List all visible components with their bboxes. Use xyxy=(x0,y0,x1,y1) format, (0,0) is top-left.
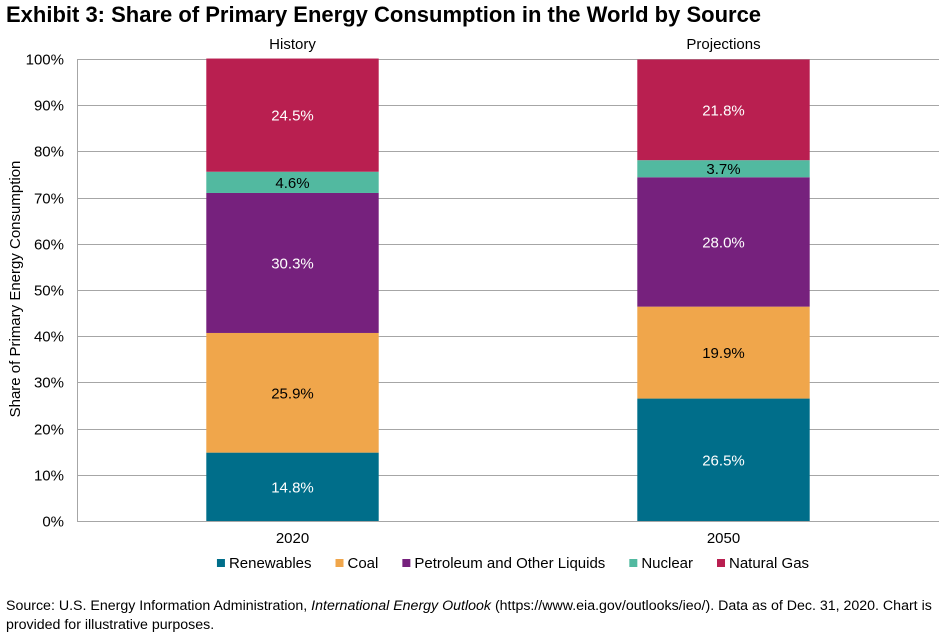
legend: Renewables Coal Petroleum and Other Liquid… xyxy=(216,555,809,572)
y-tick-label: 80% xyxy=(34,144,64,161)
legend-label: Petroleum and Other Liquids xyxy=(414,555,605,572)
y-tick-label: 50% xyxy=(34,283,64,300)
bar-segment-natural-gas-2050 xyxy=(637,59,810,161)
legend-swatch xyxy=(402,559,411,567)
y-axis-label: Share of Primary Energy Consumption xyxy=(7,161,24,418)
bar-segment-petroleum-and-other-liquids-2020 xyxy=(206,192,379,333)
legend-label: Coal xyxy=(348,555,379,572)
source-suffix: (https://www.eia.gov/outlooks/ieo/). Dat… xyxy=(6,598,932,633)
x-tick-labels: 2020 2050 xyxy=(276,530,740,547)
bar-segment-nuclear-2020 xyxy=(206,171,379,193)
bars: 14.8% 25.9% 30.3% 4.6% 24.5% 26.5% 19.9% 28.0% 3… xyxy=(206,58,810,521)
legend-swatch xyxy=(216,559,225,567)
legend-label: Nuclear xyxy=(641,555,693,572)
data-label: 26.5% xyxy=(702,452,745,469)
source-prefix: Source: U.S. Energy Information Administ… xyxy=(6,598,312,614)
data-label: 14.8% xyxy=(271,479,314,496)
data-label: 30.3% xyxy=(271,255,314,272)
y-tick-label: 90% xyxy=(34,98,64,115)
y-tick-label: 100% xyxy=(26,52,64,69)
bar-segment-renewables-2020 xyxy=(206,452,379,521)
legend-item-nuclear: Nuclear xyxy=(629,555,693,572)
bar-segment-nuclear-2050 xyxy=(637,160,810,178)
data-label: 19.9% xyxy=(702,345,745,362)
bar-segment-coal-2050 xyxy=(637,306,810,399)
legend-item-petroleum-and-other-liquids: Petroleum and Other Liquids xyxy=(402,555,605,572)
x-tick-label: 2020 xyxy=(276,530,309,547)
y-tick-label: 70% xyxy=(34,191,64,208)
bar-segment-renewables-2050 xyxy=(637,398,810,521)
y-tick-label: 0% xyxy=(42,514,64,531)
legend-label: Natural Gas xyxy=(729,555,809,572)
bar-segment-petroleum-and-other-liquids-2050 xyxy=(637,177,810,307)
y-tick-labels: 0% 10% 20% 30% 40% 50% 60% 70% 80% 90% 100% xyxy=(26,52,64,531)
source-note: Source: U.S. Energy Information Administ… xyxy=(6,597,936,635)
stacked-bar-chart: 14.8% 25.9% 30.3% 4.6% 24.5% 26.5% 19.9% 28.0% 3… xyxy=(7,36,939,572)
group-label: History xyxy=(269,36,316,53)
chart-title: Exhibit 3: Share of Primary Energy Consu… xyxy=(6,2,762,27)
bar-segment-natural-gas-2020 xyxy=(206,58,379,172)
data-label: 25.9% xyxy=(271,385,314,402)
legend-item-coal: Coal xyxy=(335,555,379,572)
source-publication: International Energy Outlook xyxy=(311,598,491,614)
data-label: 4.6% xyxy=(275,175,309,192)
bar-segment-coal-2020 xyxy=(206,332,379,453)
y-tick-label: 10% xyxy=(34,468,64,485)
y-tick-label: 60% xyxy=(34,237,64,254)
data-label: 24.5% xyxy=(271,108,314,125)
group-label: Projections xyxy=(686,36,760,53)
y-tick-label: 30% xyxy=(34,375,64,392)
y-tick-label: 20% xyxy=(34,422,64,439)
legend-label: Renewables xyxy=(229,555,312,572)
axes xyxy=(77,59,939,522)
legend-item-natural-gas: Natural Gas xyxy=(717,555,809,572)
legend-swatch xyxy=(335,559,344,567)
legend-swatch xyxy=(629,559,638,567)
legend-swatch xyxy=(717,559,726,567)
x-tick-label: 2050 xyxy=(707,530,740,547)
data-label: 21.8% xyxy=(702,102,745,119)
data-label: 28.0% xyxy=(702,234,745,251)
y-tick-label: 40% xyxy=(34,329,64,346)
data-label: 3.7% xyxy=(706,161,740,178)
legend-item-renewables: Renewables xyxy=(216,555,312,572)
group-labels: History Projections xyxy=(269,36,760,53)
